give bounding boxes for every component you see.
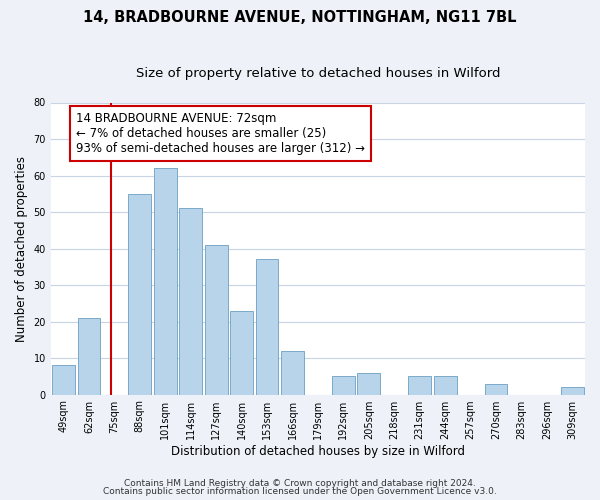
X-axis label: Distribution of detached houses by size in Wilford: Distribution of detached houses by size … <box>171 444 465 458</box>
Bar <box>281 351 304 395</box>
Bar <box>179 208 202 394</box>
Bar <box>128 194 151 394</box>
Bar <box>332 376 355 394</box>
Bar <box>154 168 177 394</box>
Bar <box>408 376 431 394</box>
Bar <box>256 260 278 394</box>
Bar <box>230 310 253 394</box>
Text: Contains HM Land Registry data © Crown copyright and database right 2024.: Contains HM Land Registry data © Crown c… <box>124 478 476 488</box>
Text: 14, BRADBOURNE AVENUE, NOTTINGHAM, NG11 7BL: 14, BRADBOURNE AVENUE, NOTTINGHAM, NG11 … <box>83 10 517 25</box>
Bar <box>52 366 75 394</box>
Text: 14 BRADBOURNE AVENUE: 72sqm
← 7% of detached houses are smaller (25)
93% of semi: 14 BRADBOURNE AVENUE: 72sqm ← 7% of deta… <box>76 112 365 154</box>
Bar <box>77 318 100 394</box>
Title: Size of property relative to detached houses in Wilford: Size of property relative to detached ho… <box>136 68 500 80</box>
Y-axis label: Number of detached properties: Number of detached properties <box>15 156 28 342</box>
Bar <box>561 388 584 394</box>
Bar <box>434 376 457 394</box>
Bar <box>205 245 227 394</box>
Bar <box>485 384 508 394</box>
Bar <box>358 372 380 394</box>
Text: Contains public sector information licensed under the Open Government Licence v3: Contains public sector information licen… <box>103 487 497 496</box>
